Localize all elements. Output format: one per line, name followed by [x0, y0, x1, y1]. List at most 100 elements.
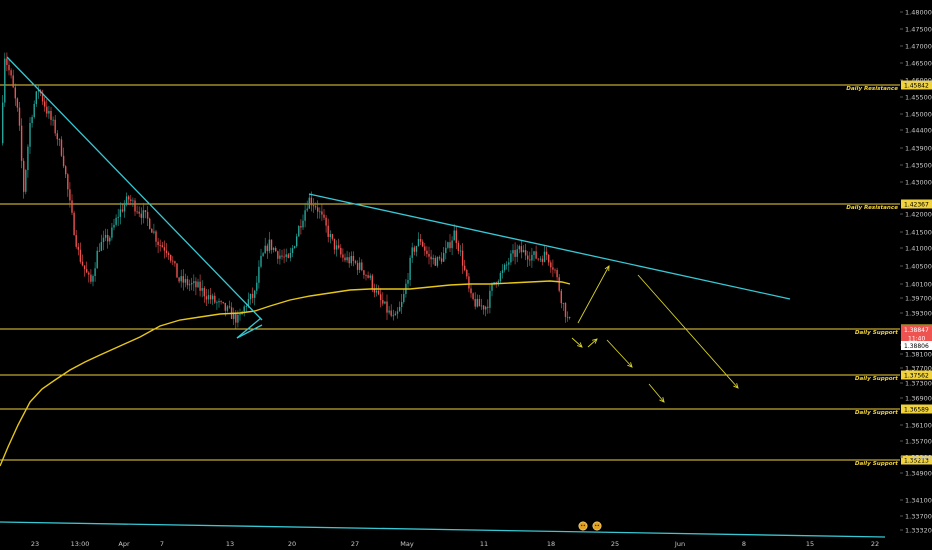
candle-body [531, 254, 533, 261]
candle-body [228, 306, 231, 308]
candle-body [67, 174, 69, 190]
candle-body [56, 133, 58, 140]
candle-body [317, 207, 319, 212]
candle-body [71, 200, 73, 213]
candle-body [83, 265, 86, 270]
arrow-shaft [648, 383, 665, 403]
arrow-head [733, 383, 739, 389]
candle-body [365, 274, 367, 276]
candle-body [23, 160, 25, 192]
candle-body [209, 295, 212, 300]
candle-body [142, 210, 145, 218]
projection-arrow [577, 265, 610, 324]
y-tick-label: 1.36900 [905, 394, 932, 402]
x-tick-label: Apr [118, 540, 130, 548]
candle-body [86, 269, 88, 273]
candle-body [352, 255, 355, 262]
candle-body [489, 290, 491, 308]
candle-body [256, 282, 258, 291]
candle-body [533, 251, 535, 255]
candle-body [361, 262, 363, 271]
candle-body [254, 290, 256, 298]
candle-body [216, 302, 218, 304]
y-tick-label: 1.36100 [905, 421, 932, 429]
candle-body [543, 251, 546, 262]
candle-body [401, 301, 403, 308]
x-axis[interactable]: 23 13:00 Apr 7 13 20 27 May 11 18 25 Jun 8 15 22 [31, 540, 879, 548]
candle-body [369, 275, 371, 278]
candle-body [243, 306, 245, 312]
candle-body [338, 245, 340, 248]
candle-body [354, 261, 357, 263]
candle-body [8, 64, 10, 71]
candle-body [508, 262, 510, 265]
candle-body [371, 275, 373, 289]
candle-body [165, 250, 168, 254]
candle-body [239, 314, 241, 316]
candle-body [375, 290, 378, 293]
candle-body [214, 295, 216, 303]
trendlines[interactable] [0, 56, 886, 538]
candle-body [48, 110, 50, 114]
candle-body [44, 101, 46, 107]
y-tick-label: 1.46500 [905, 59, 932, 67]
candle-body [233, 312, 235, 319]
candle-body [121, 209, 124, 212]
candle-body [138, 211, 140, 214]
arrow-shaft [587, 338, 598, 348]
plot-area[interactable] [0, 0, 900, 536]
candle-body [335, 245, 338, 250]
candle-body [392, 315, 394, 317]
candle-body [363, 270, 365, 275]
candle-body [54, 119, 56, 134]
candle-body [77, 246, 79, 250]
y-tick-label: 1.41500 [905, 228, 932, 236]
candle-body [277, 251, 279, 259]
candle-body [193, 281, 195, 284]
candle-body [96, 250, 98, 269]
candle-body [136, 211, 138, 213]
candle-body [512, 250, 514, 254]
candle-body [527, 255, 529, 260]
event-marker-eye [581, 524, 583, 527]
trendline [6, 56, 263, 321]
event-marker-icon[interactable] [578, 521, 588, 531]
candle-body [119, 209, 121, 217]
candle-body [69, 189, 71, 201]
level-value-badge [901, 80, 932, 90]
x-tick-label: 20 [288, 540, 296, 548]
candle-body [90, 274, 92, 282]
level-label: Daily Resistance [846, 86, 898, 92]
event-markers[interactable] [578, 521, 602, 531]
candle-body [186, 279, 189, 286]
x-tick-label: 22 [871, 540, 879, 548]
x-tick-label: 27 [351, 540, 359, 548]
candle-body [226, 306, 229, 311]
candle-body [529, 259, 531, 261]
candle-body [203, 288, 205, 297]
candle-body [464, 265, 466, 270]
candle-body [2, 102, 4, 144]
candle-body [413, 247, 415, 252]
candle-body [470, 288, 472, 294]
x-tick-label: May [400, 540, 414, 548]
candle-body [417, 239, 420, 247]
y-tick-label: 1.47000 [905, 42, 932, 50]
candle-body [159, 245, 161, 246]
candle-body [457, 242, 460, 251]
y-axis[interactable]: 1.48000 1.47500 1.47000 1.46500 1.46000 1.455… [900, 8, 932, 534]
projection-arrow [587, 338, 598, 348]
candle-body [554, 269, 556, 271]
event-marker-icon[interactable] [592, 521, 602, 531]
candle-body [268, 239, 271, 252]
trendline [308, 193, 791, 300]
candle-body [388, 310, 390, 313]
candle-body [548, 254, 550, 263]
candle-body [245, 305, 247, 307]
candle-body [302, 220, 304, 228]
candle-body [12, 75, 14, 88]
candle-body [506, 264, 508, 266]
candle-body [144, 210, 147, 213]
candle-body [552, 267, 554, 270]
